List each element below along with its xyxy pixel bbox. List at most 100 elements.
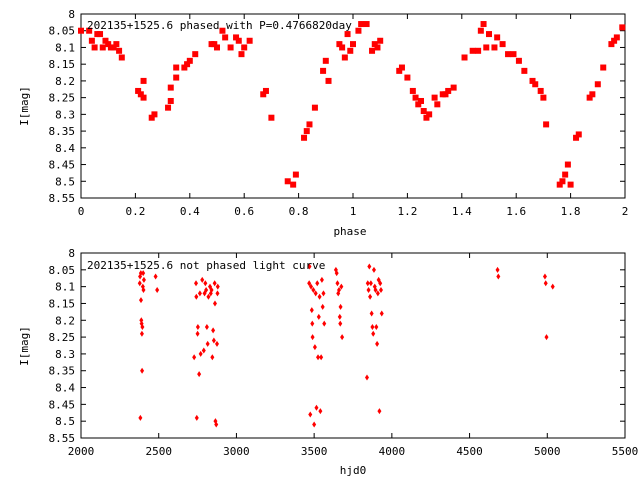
data-point	[141, 287, 146, 293]
data-point	[613, 34, 620, 41]
data-point	[450, 84, 457, 91]
data-point	[575, 131, 582, 138]
data-point	[368, 293, 373, 300]
data-point	[141, 270, 146, 277]
data-point	[301, 134, 308, 141]
data-point	[148, 114, 155, 121]
data-point	[318, 408, 323, 415]
data-point	[306, 121, 313, 128]
data-point	[573, 134, 580, 141]
y-tick-label: 8.2	[55, 75, 75, 88]
data-point	[367, 263, 372, 270]
data-point	[334, 270, 339, 277]
data-point	[418, 97, 424, 104]
data-point	[486, 31, 492, 38]
data-point	[369, 47, 376, 54]
data-point	[292, 171, 299, 178]
data-point	[184, 61, 191, 68]
data-point	[198, 350, 203, 357]
y-tick-label: 8.05	[49, 25, 76, 38]
data-point	[371, 330, 376, 337]
data-point	[415, 101, 422, 108]
y-tick-label: 8.45	[49, 159, 76, 172]
data-point	[325, 77, 332, 84]
data-point	[153, 273, 158, 280]
data-point	[140, 324, 145, 330]
data-point	[369, 310, 374, 317]
data-point	[238, 51, 245, 58]
chart-title: 202135+1525.6 not phased light curve	[87, 259, 325, 272]
data-point	[594, 81, 601, 88]
x-tick-label: 0.8	[289, 205, 309, 218]
y-tick-label: 8.05	[49, 264, 76, 277]
data-point	[167, 84, 174, 91]
data-point	[310, 334, 315, 341]
data-points	[78, 21, 626, 188]
data-point	[268, 114, 275, 121]
data-point	[431, 94, 438, 101]
data-point	[219, 27, 226, 34]
data-point	[140, 367, 145, 374]
y-tick-label: 8.35	[49, 365, 76, 378]
data-point	[315, 280, 320, 287]
data-point	[319, 354, 324, 361]
data-point	[371, 266, 376, 273]
data-point	[317, 293, 322, 300]
data-point	[206, 293, 211, 300]
x-tick-label: 0	[78, 205, 85, 218]
data-point	[586, 94, 593, 101]
x-tick-label: 1.4	[452, 205, 472, 218]
data-point	[227, 44, 234, 51]
data-point	[608, 41, 615, 48]
x-axis-label: hjd0	[340, 464, 367, 477]
data-point	[86, 27, 93, 34]
data-point	[138, 270, 143, 277]
data-point	[186, 57, 193, 64]
data-point	[320, 67, 327, 74]
x-tick-label: 0.4	[180, 205, 200, 218]
data-point	[340, 334, 345, 341]
data-point	[173, 74, 180, 81]
data-point	[205, 340, 210, 347]
data-point	[529, 77, 536, 84]
data-point	[97, 31, 104, 38]
data-point	[366, 287, 371, 293]
data-point	[210, 354, 215, 361]
data-point	[337, 287, 342, 293]
data-point	[491, 44, 498, 51]
data-point	[378, 280, 383, 287]
y-tick-label: 8.55	[49, 192, 76, 205]
data-point	[137, 91, 144, 98]
data-point	[469, 47, 476, 54]
data-point	[316, 313, 321, 320]
x-tick-label: 4000	[379, 445, 406, 458]
data-point	[260, 91, 267, 98]
data-point	[335, 280, 340, 287]
data-point	[461, 54, 468, 61]
data-point	[420, 108, 427, 115]
data-point	[311, 104, 318, 111]
data-point	[396, 67, 403, 74]
data-point	[214, 421, 219, 428]
data-point	[564, 161, 571, 168]
data-point	[194, 293, 199, 300]
data-point	[374, 44, 381, 51]
x-tick-label: 0.6	[234, 205, 254, 218]
data-point	[611, 37, 618, 44]
data-point	[350, 41, 356, 48]
data-point	[540, 94, 547, 101]
data-point	[537, 87, 544, 94]
data-point	[378, 287, 383, 293]
data-point	[374, 324, 379, 330]
data-point	[214, 44, 220, 51]
data-point	[370, 324, 375, 330]
data-point	[201, 347, 206, 354]
data-point	[480, 21, 487, 28]
y-tick-label: 8	[68, 8, 75, 21]
data-point	[215, 283, 220, 290]
data-point	[141, 276, 146, 283]
data-point	[543, 280, 548, 287]
data-point	[309, 283, 314, 290]
data-point	[99, 44, 106, 51]
data-point	[567, 181, 574, 188]
